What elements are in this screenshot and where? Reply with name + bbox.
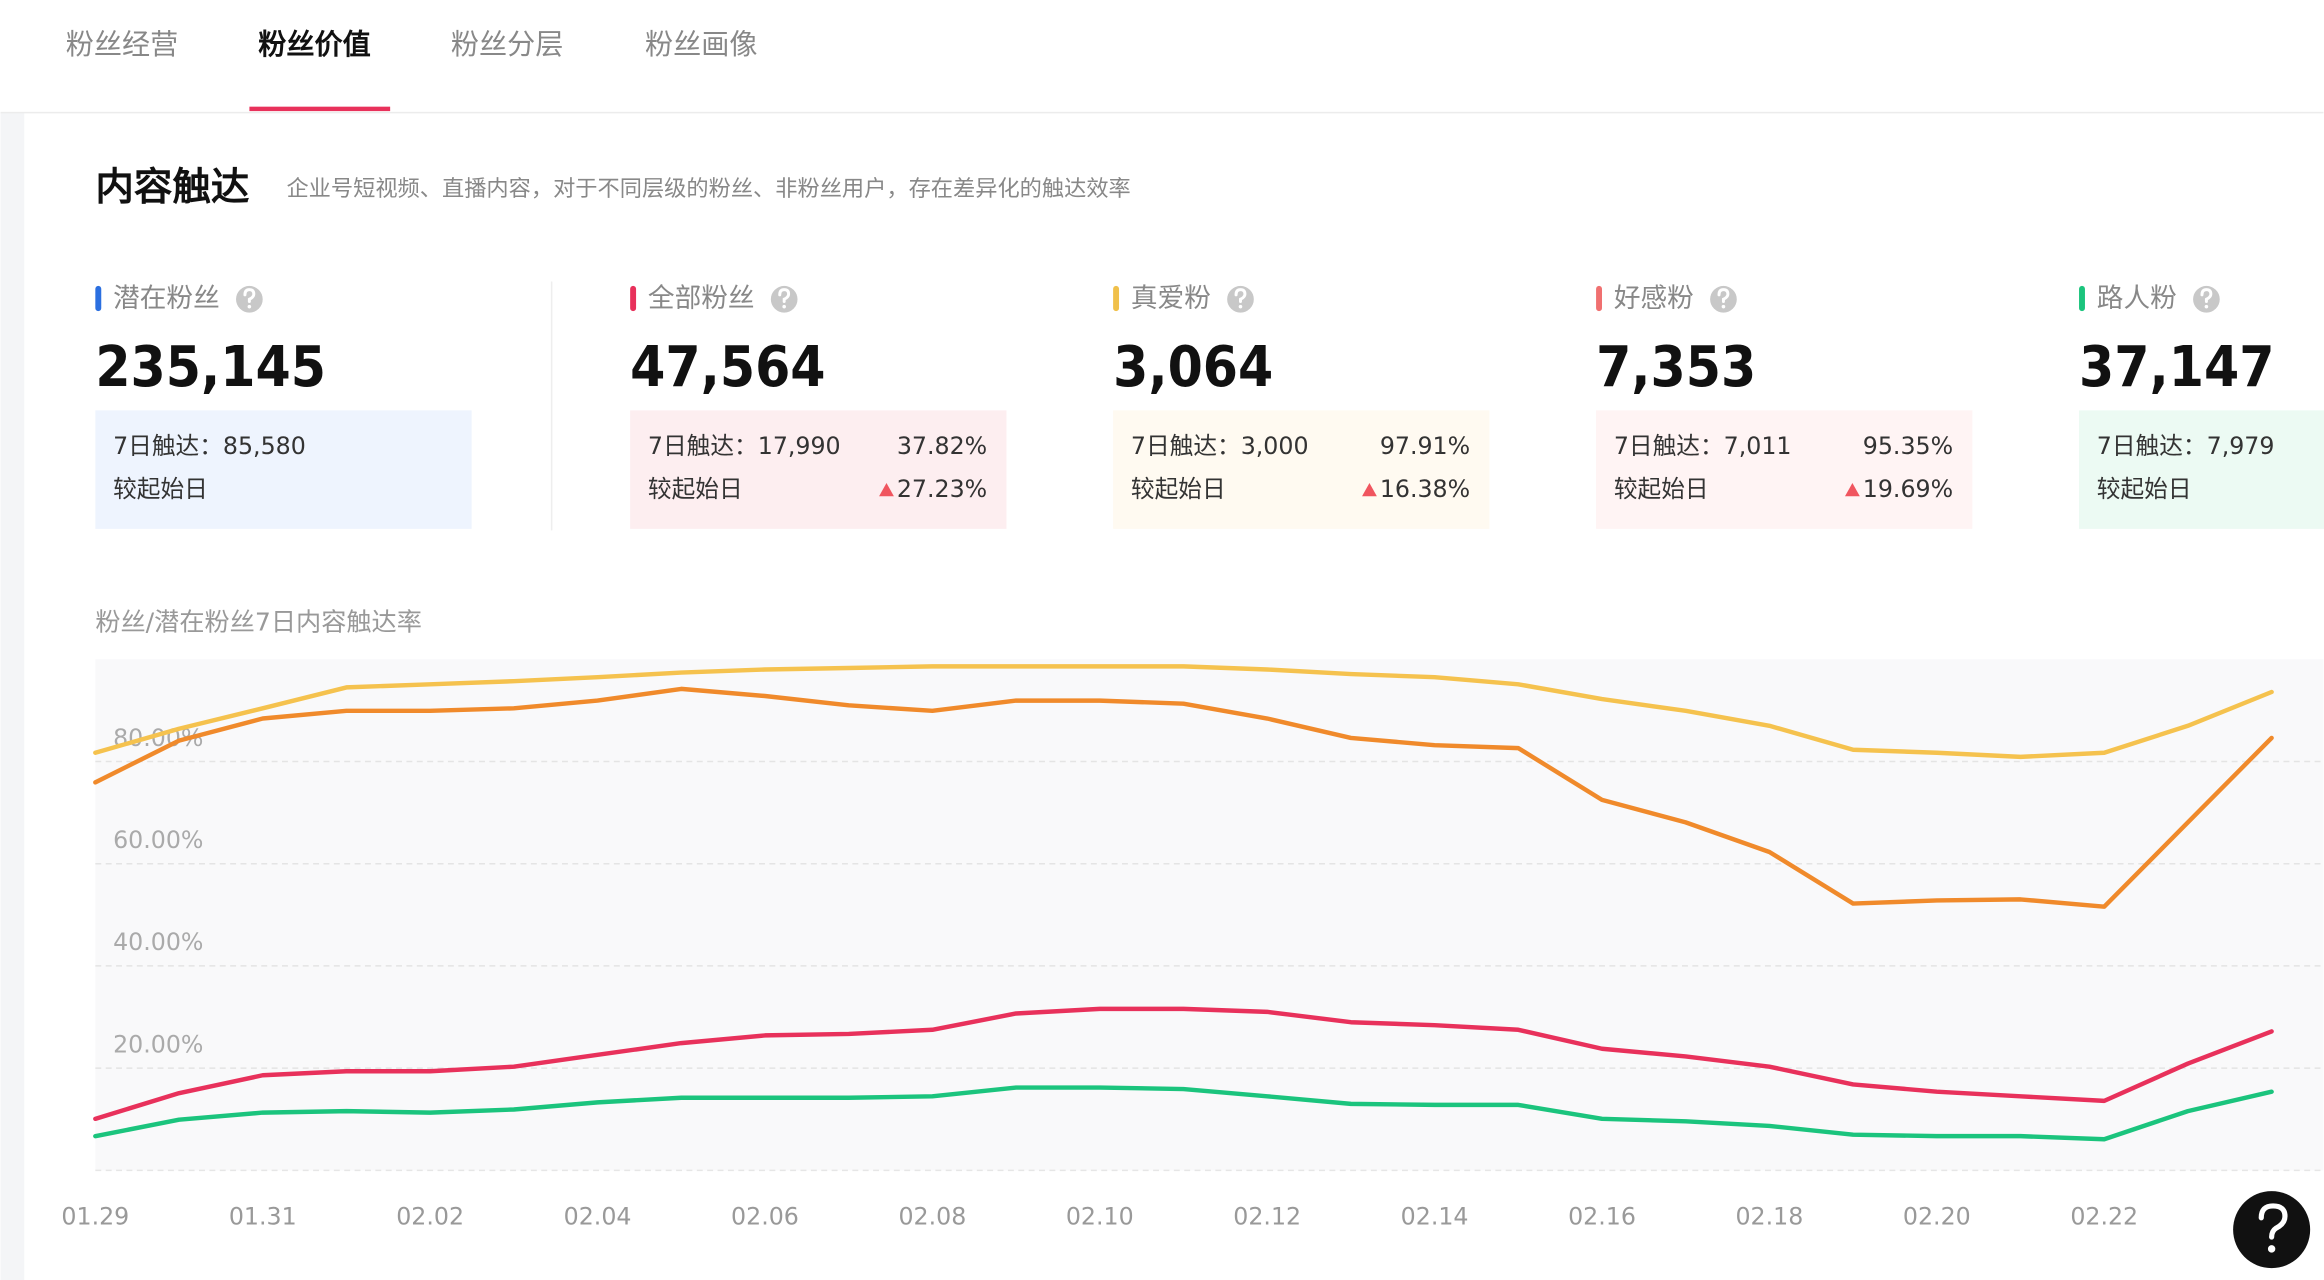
card-label: 全部粉丝 <box>648 283 755 314</box>
card-value: 3,064 <box>1113 335 1273 400</box>
card-value: 235,145 <box>95 335 326 400</box>
x-tick-label: 02.22 <box>2070 1202 2138 1230</box>
help-dot <box>2204 304 2209 309</box>
tab[interactable]: 粉丝价值 <box>258 28 371 61</box>
x-tick-label: 02.16 <box>1568 1202 1636 1230</box>
card-since-start: 较起始日 <box>1614 475 1709 503</box>
y-tick-label: 40.00% <box>113 928 203 956</box>
card-since-start: 较起始日 <box>2097 475 2192 503</box>
x-tick-label: 01.29 <box>61 1202 129 1230</box>
series-line <box>93 664 2274 760</box>
card-reach: 7日触达：3,000 <box>1131 432 1309 460</box>
x-tick-label: 02.04 <box>564 1202 632 1230</box>
help-icon <box>1227 285 1254 313</box>
card-box <box>1596 410 1973 529</box>
card-indicator <box>95 285 102 312</box>
help-icon <box>236 285 263 313</box>
series-line <box>93 1085 2274 1142</box>
help-mark <box>1234 288 1247 303</box>
card-indicator <box>630 285 637 312</box>
help-icon <box>2193 285 2220 313</box>
card-since-start: 较起始日 <box>1131 475 1226 503</box>
card-label: 路人粉 <box>2097 283 2177 314</box>
card-indicator <box>2079 285 2085 312</box>
help-dot <box>782 304 786 309</box>
series-line <box>93 1006 2274 1122</box>
card-reach: 7日触达：85,580 <box>113 432 306 460</box>
card-change: 27.23% <box>897 475 987 503</box>
card-reach: 7日触达：7,979 <box>2097 432 2275 460</box>
help-icon <box>770 285 798 313</box>
card-reach: 7日触达：7,011 <box>1614 432 1792 460</box>
up-arrow <box>1845 482 1860 497</box>
x-tick-label: 02.14 <box>1401 1202 1469 1230</box>
card-value: 37,147 <box>2079 335 2274 400</box>
card-box <box>1113 410 1490 529</box>
help-mark <box>778 288 791 303</box>
help-dot <box>1238 304 1243 309</box>
help-mark <box>2200 288 2213 303</box>
x-tick-label: 02.20 <box>1903 1202 1971 1230</box>
card-label: 好感粉 <box>1614 283 1694 314</box>
card-change: 19.69% <box>1863 475 1953 503</box>
card-label: 潜在粉丝 <box>113 283 220 314</box>
card-indicator <box>1113 285 1120 312</box>
x-tick-label: 02.12 <box>1233 1202 1301 1230</box>
card-box <box>2079 410 2324 529</box>
card-value: 7,353 <box>1596 335 1756 400</box>
card-change: 16.38% <box>1380 475 1470 503</box>
help-mark <box>1717 288 1730 303</box>
tab[interactable]: 粉丝画像 <box>645 28 758 61</box>
help-button[interactable] <box>2233 1191 2311 1269</box>
card-indicator <box>1596 285 1602 312</box>
card-since-start: 较起始日 <box>648 475 743 503</box>
series-line <box>93 686 2274 909</box>
section-title: 内容触达 <box>95 165 250 210</box>
x-tick-label: 01.31 <box>229 1202 297 1230</box>
card-ratio: 97.91% <box>1380 432 1470 460</box>
section-subtitle: 企业号短视频、直播内容，对于不同层级的粉丝、非粉丝用户，存在差异化的触达效率 <box>286 176 1130 202</box>
y-tick-label: 60.00% <box>113 826 203 854</box>
card-value: 47,564 <box>630 335 825 400</box>
tab[interactable]: 粉丝分层 <box>451 28 564 61</box>
plot-area <box>95 659 2324 1171</box>
help-icon <box>1710 285 1737 313</box>
x-tick-label: 02.02 <box>396 1202 464 1230</box>
up-arrow <box>1362 482 1377 497</box>
x-tick-label: 02.18 <box>1736 1202 1804 1230</box>
card-reach: 7日触达：17,990 <box>648 432 841 460</box>
help-dot <box>1721 304 1726 309</box>
tab[interactable]: 粉丝经营 <box>66 28 179 61</box>
tab-underline <box>249 106 391 112</box>
card-ratio: 37.82% <box>897 432 987 460</box>
y-tick-label: 20.00% <box>113 1030 203 1058</box>
x-tick-label: 02.08 <box>898 1202 966 1230</box>
up-arrow <box>879 482 894 497</box>
x-tick-label: 02.10 <box>1066 1202 1134 1230</box>
card-label: 真爱粉 <box>1131 283 1211 314</box>
chart-title: 粉丝/潜在粉丝7日内容触达率 <box>95 608 422 637</box>
x-tick-label: 02.06 <box>731 1202 799 1230</box>
card-box <box>630 410 1007 529</box>
card-since-start: 较起始日 <box>113 475 208 503</box>
help-dot <box>247 304 252 309</box>
card-box <box>95 410 472 529</box>
help-mark <box>243 288 256 303</box>
card-ratio: 95.35% <box>1863 432 1953 460</box>
